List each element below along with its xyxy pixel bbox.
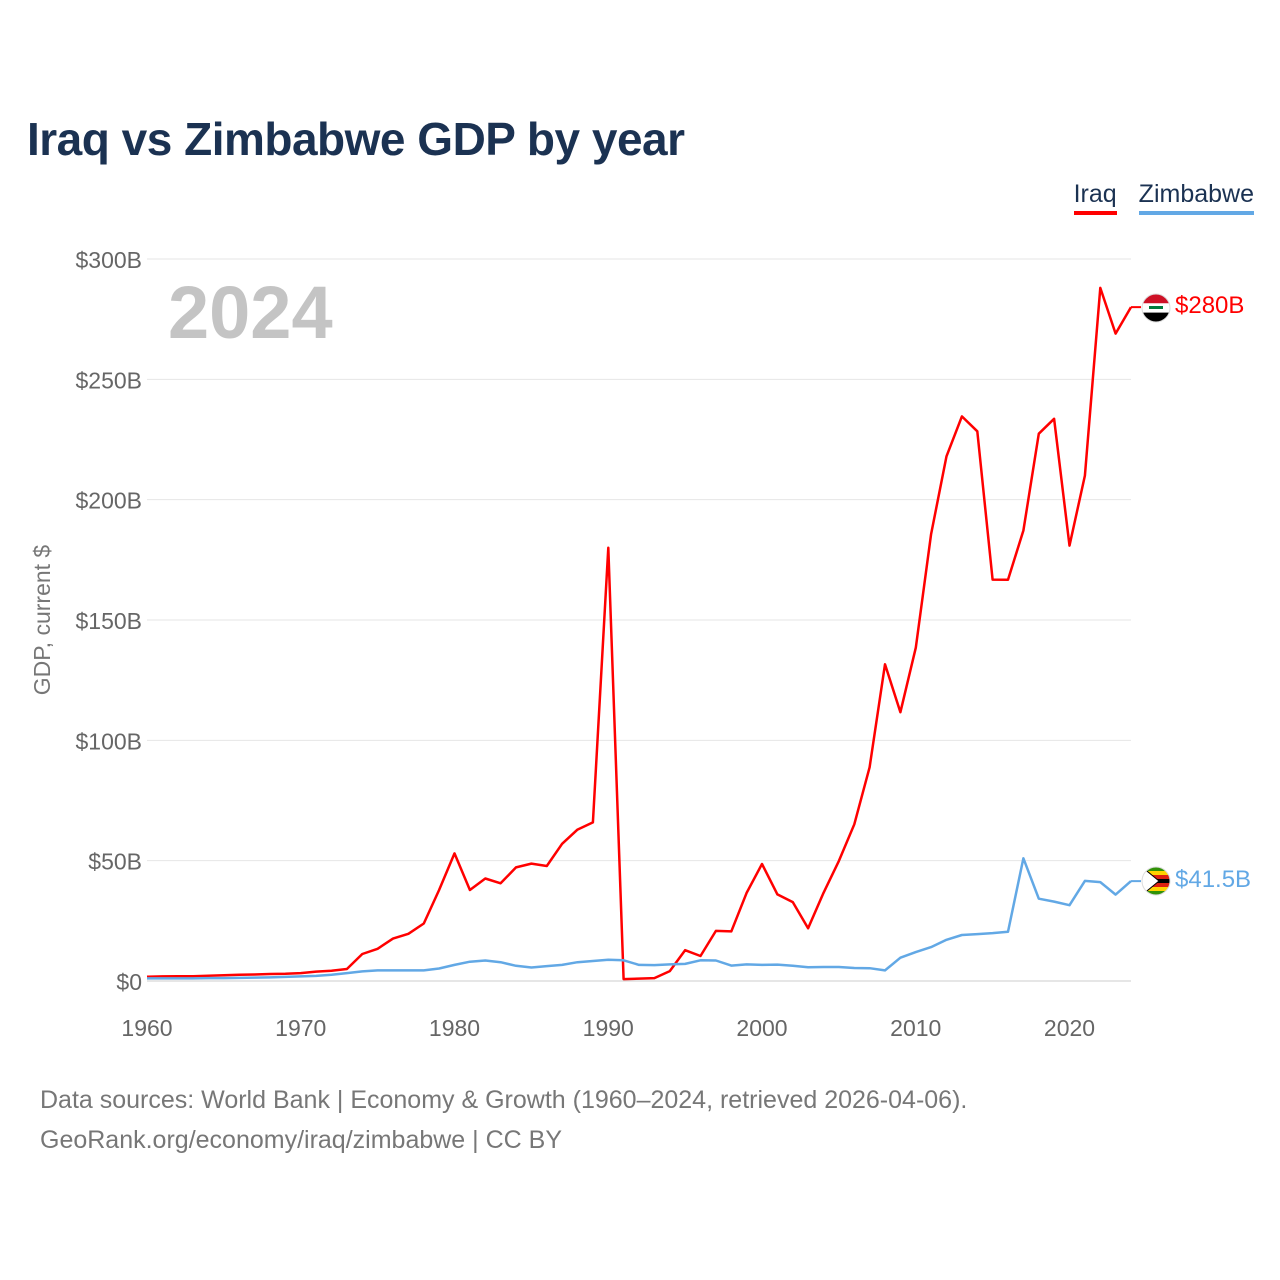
y-tick-label: $0 bbox=[116, 969, 142, 995]
footer-sources: Data sources: World Bank | Economy & Gro… bbox=[40, 1086, 968, 1114]
page-title: Iraq vs Zimbabwe GDP by year bbox=[27, 113, 685, 165]
y-axis-tick-labels: $0 $50B $100B $150B $200B $250B $300B bbox=[75, 247, 142, 995]
y-tick-label: $150B bbox=[75, 608, 142, 634]
x-tick-label: 1960 bbox=[121, 1015, 172, 1041]
y-axis-label: GDP, current $ bbox=[29, 545, 55, 696]
y-tick-label: $300B bbox=[75, 247, 142, 273]
series-line-iraq bbox=[146, 286, 1133, 981]
x-tick-label: 1970 bbox=[275, 1015, 326, 1041]
x-tick-label: 2000 bbox=[736, 1015, 787, 1041]
zimbabwe-flag-icon bbox=[1142, 867, 1170, 895]
legend-item-iraq[interactable]: Iraq bbox=[1073, 180, 1117, 215]
series-lines bbox=[146, 286, 1133, 981]
x-tick-label: 1980 bbox=[429, 1015, 480, 1041]
y-tick-label: $250B bbox=[75, 367, 142, 393]
zimbabwe-end-value-label: $41.5B bbox=[1175, 866, 1251, 893]
zimbabwe-flag-border bbox=[1141, 866, 1171, 896]
iraq-flag-border bbox=[1141, 293, 1171, 323]
iraq-end-value-label: $280B bbox=[1175, 292, 1244, 319]
series-end-markers bbox=[1131, 306, 1141, 883]
legend-item-zimbabwe[interactable]: Zimbabwe bbox=[1138, 180, 1254, 215]
footer: Data sources: World Bank | Economy & Gro… bbox=[40, 1080, 967, 1160]
x-tick-label: 1990 bbox=[583, 1015, 634, 1041]
chart: $0 $50B $100B $150B $200B $250B $300B 1960 1970… bbox=[29, 247, 1251, 1041]
iraq-flag-icon bbox=[1142, 294, 1170, 322]
series-line-zimbabwe bbox=[147, 857, 1132, 980]
x-tick-label: 2010 bbox=[890, 1015, 941, 1041]
y-tick-label: $100B bbox=[75, 728, 142, 754]
gridlines bbox=[147, 258, 1131, 982]
y-tick-label: $50B bbox=[88, 849, 142, 875]
year-watermark: 2024 bbox=[168, 271, 333, 354]
footer-link[interactable]: GeoRank.org/economy/iraq/zimbabwe | CC B… bbox=[40, 1126, 562, 1154]
x-axis-tick-labels: 1960 1970 1980 1990 2000 2010 2020 bbox=[121, 1015, 1095, 1041]
y-tick-label: $200B bbox=[75, 488, 142, 514]
x-tick-label: 2020 bbox=[1044, 1015, 1095, 1041]
legend: Iraq Zimbabwe bbox=[1073, 180, 1254, 215]
